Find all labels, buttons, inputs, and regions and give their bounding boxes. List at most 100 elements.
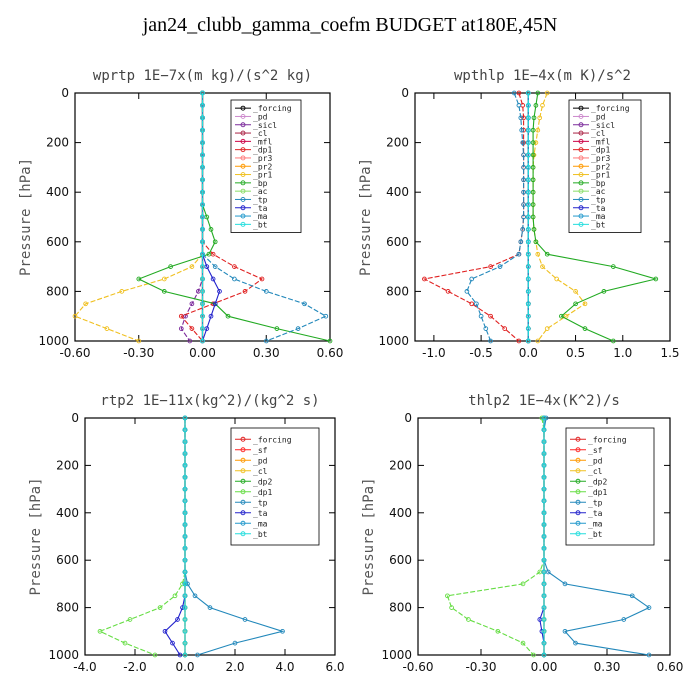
legend-label: _sicl <box>591 121 615 130</box>
data-point <box>177 652 183 658</box>
data-point <box>525 289 531 294</box>
data-point <box>541 546 547 551</box>
data-point <box>521 165 526 170</box>
data-point <box>274 326 280 331</box>
data-point <box>525 177 531 183</box>
data-point <box>232 276 237 282</box>
data-point <box>511 90 517 96</box>
legend-marker <box>240 221 246 227</box>
data-point <box>83 301 88 307</box>
data-point <box>232 264 237 269</box>
legend-marker <box>575 499 581 505</box>
data-point <box>541 463 547 468</box>
data-point <box>653 276 659 282</box>
data-point <box>497 264 503 269</box>
data-point <box>204 214 210 220</box>
data-point <box>180 581 185 587</box>
data-point <box>200 189 205 195</box>
y-tick-label: 800 <box>389 601 412 615</box>
data-point <box>469 276 475 282</box>
data-point <box>530 127 536 133</box>
data-point <box>189 326 195 331</box>
chart-panel-4: thlp2 1E−4x(K^2)/s Pressure [hPa] -0.60 -0.… <box>361 393 683 674</box>
data-point <box>182 534 188 539</box>
legend-marker <box>240 196 246 202</box>
data-point <box>521 152 526 158</box>
data-point <box>521 177 526 183</box>
data-point <box>535 251 541 257</box>
data-point <box>520 140 526 145</box>
legend-marker <box>240 499 246 505</box>
data-point <box>182 427 188 433</box>
legend-label: _dp1 <box>588 488 607 497</box>
legend-marker <box>240 510 246 516</box>
data-point <box>204 326 210 331</box>
data-point <box>182 510 188 516</box>
data-point <box>488 338 493 344</box>
data-point <box>200 338 205 344</box>
y-tick-label: 400 <box>56 506 79 520</box>
data-point <box>525 326 531 331</box>
x-tick-label: 6.0 <box>325 660 344 674</box>
x-tick-label: 0.00 <box>189 346 216 360</box>
y-tick-label: 600 <box>386 235 409 249</box>
legend-marker <box>240 468 246 474</box>
legend-label: _bt <box>591 220 606 229</box>
legend-marker <box>578 130 584 136</box>
legend-label: _pd <box>588 456 603 465</box>
data-point <box>182 498 188 504</box>
data-point <box>535 90 541 96</box>
legend-marker <box>240 520 246 526</box>
data-point <box>170 640 175 646</box>
data-point <box>535 127 541 133</box>
x-tick-label: 2.0 <box>225 660 244 674</box>
data-point <box>541 486 547 492</box>
series-line-pr1 <box>532 92 586 342</box>
data-point <box>72 313 78 319</box>
series-line-dp1 <box>422 92 525 342</box>
data-point <box>474 301 479 307</box>
legend-marker <box>240 213 246 219</box>
legend-label: _pr1 <box>591 171 610 180</box>
legend-marker <box>240 478 246 484</box>
data-point <box>610 338 616 344</box>
y-tick-label: 800 <box>46 284 69 298</box>
x-tick-label: 0.5 <box>566 346 585 360</box>
series-line-tp <box>466 92 525 342</box>
legend-marker <box>578 180 584 186</box>
data-point <box>162 628 168 634</box>
y-tick-label: 200 <box>389 458 412 472</box>
legend-label: _dp2 <box>588 477 607 486</box>
series-line-dp1 <box>446 417 545 656</box>
data-point <box>533 103 539 108</box>
data-point <box>206 251 212 257</box>
series-line-bp <box>532 92 658 342</box>
data-point <box>119 289 125 294</box>
legend-label: _bt <box>253 530 268 539</box>
legend-label: _ma <box>253 519 268 528</box>
data-point <box>182 486 188 492</box>
data-point <box>541 557 547 563</box>
data-point <box>200 152 205 158</box>
y-tick-label: 200 <box>386 136 409 150</box>
y-axis-label: Pressure [hPa] <box>18 158 34 276</box>
x-tick-label: 1.0 <box>613 346 632 360</box>
data-point <box>466 617 471 622</box>
data-point <box>232 640 238 646</box>
data-point <box>525 227 531 232</box>
legend-marker <box>240 489 246 495</box>
data-point <box>200 90 205 96</box>
data-point <box>200 301 205 307</box>
data-point <box>541 474 547 480</box>
legend-marker <box>575 478 581 484</box>
series-line-sicl <box>180 93 204 342</box>
data-point <box>525 239 531 245</box>
legend-marker <box>578 188 584 194</box>
data-point <box>182 451 188 456</box>
data-point <box>525 103 531 108</box>
data-point <box>541 617 547 622</box>
data-point <box>172 593 178 599</box>
legend-marker <box>240 130 246 136</box>
data-point <box>521 202 526 207</box>
legend-label: _pd <box>253 456 268 465</box>
